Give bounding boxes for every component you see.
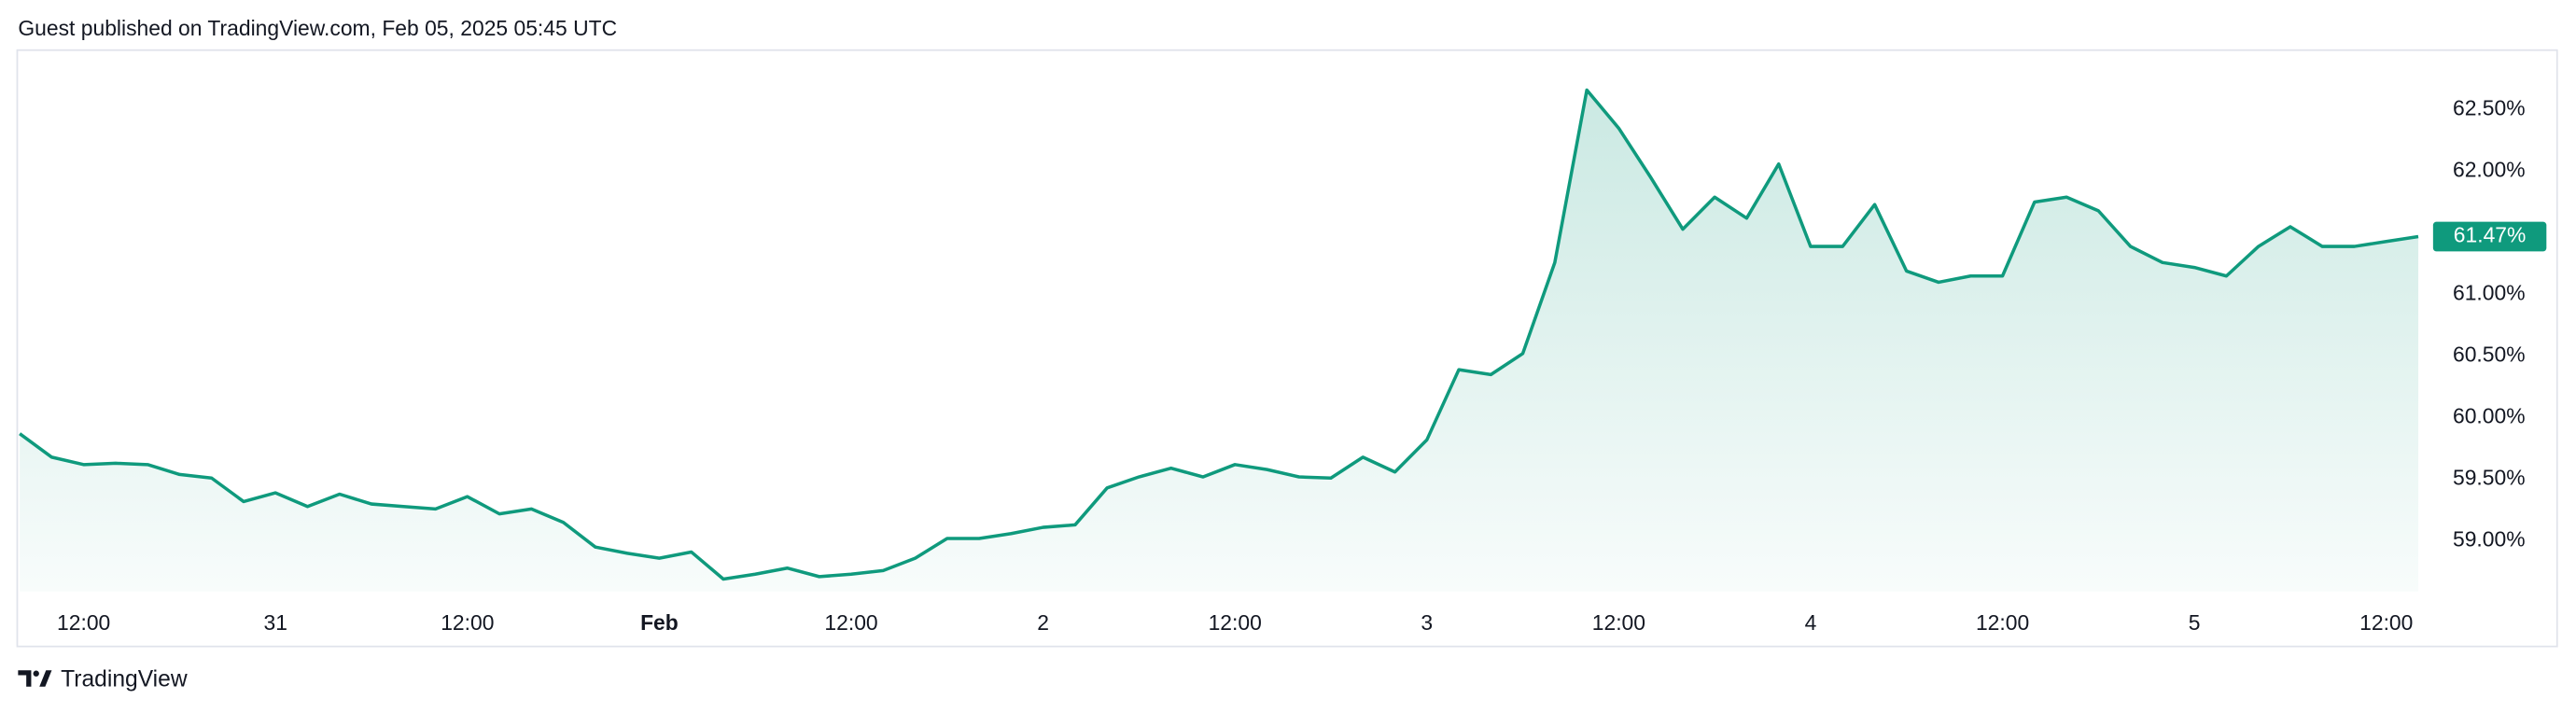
x-tick-label: 4 (1805, 610, 1817, 635)
x-tick-label: 12:00 (1209, 610, 1262, 635)
chart-frame (16, 49, 2558, 648)
y-tick-label: 59.50% (2453, 466, 2526, 490)
x-tick-label: Feb (640, 610, 679, 635)
y-tick-label: 61.00% (2453, 281, 2526, 305)
x-tick-label: 12:00 (57, 610, 110, 635)
price-line (19, 88, 2419, 581)
x-tick-label: 2 (1037, 610, 1049, 635)
area-fill (20, 90, 2419, 592)
x-tick-label: 12:00 (441, 610, 494, 635)
last-price-box (2432, 221, 2547, 252)
logo (18, 670, 52, 687)
x-tick-label: 12:00 (824, 610, 877, 635)
x-tick-label: 31 (264, 610, 287, 635)
x-tick-label: 5 (2189, 610, 2201, 635)
x-tick-label: 12:00 (2359, 610, 2413, 635)
x-tick-label: 12:00 (1976, 610, 2029, 635)
y-tick-label: 62.00% (2453, 158, 2526, 182)
header-text: Guest published on TradingView.com, Feb … (18, 16, 617, 40)
y-tick-label: 60.50% (2453, 343, 2526, 367)
x-tick-label: 3 (1421, 610, 1433, 635)
y-tick-label: 59.00% (2453, 527, 2526, 552)
y-tick-label: 60.00% (2453, 404, 2526, 428)
y-tick-label: 62.50% (2453, 96, 2526, 120)
last-price-label: 61.47% (2454, 223, 2527, 247)
x-tick-label: 12:00 (1592, 610, 1645, 635)
brand: TradingView (61, 666, 188, 692)
